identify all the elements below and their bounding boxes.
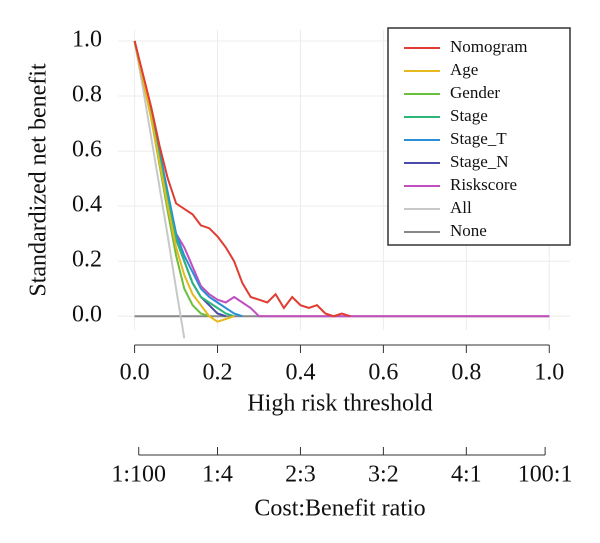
x-tick-label: 0.8 [451, 360, 481, 386]
x-tick-label: 0.0 [120, 360, 150, 386]
y-tick-label: 0.8 [72, 82, 102, 108]
x-tick-label: 0.2 [203, 360, 233, 386]
y-tick-label: 0.6 [72, 137, 102, 163]
series-line [133, 40, 235, 323]
y-axis-label: Standardized net benefit [26, 63, 52, 297]
legend-label: Gender [450, 83, 500, 102]
y-tick-label: 0.0 [72, 302, 102, 328]
series-line [133, 40, 351, 318]
x-tick-label: 0.4 [285, 360, 315, 386]
x2-tick-label: 100:1 [518, 462, 573, 488]
x-tick-label: 0.6 [368, 360, 398, 386]
x2-tick-label: 4:1 [451, 462, 482, 488]
legend-label: None [450, 221, 487, 240]
legend-label: Age [450, 60, 478, 79]
y-tick-label: 0.4 [72, 192, 102, 218]
legend-label: Stage_T [450, 129, 507, 148]
y-tick-label: 0.2 [72, 247, 102, 273]
x2-tick-label: 3:2 [368, 462, 399, 488]
x-axis-label: High risk threshold [247, 391, 432, 417]
legend: Nomogram Age Gender Stage Stage_T Stage_N Risk… [387, 27, 571, 246]
y-tick-label: 1.0 [72, 27, 102, 53]
legend-label: All [450, 198, 472, 217]
series-line [133, 40, 186, 339]
x2-axis-label: Cost:Benefit ratio [254, 496, 425, 522]
legend-label: Stage_N [450, 152, 509, 171]
legend-label: Stage [450, 106, 488, 125]
x2-tick-label: 1:4 [202, 462, 233, 488]
x2-tick-label: 1:100 [111, 462, 166, 488]
x2-tick-label: 2:3 [285, 462, 316, 488]
x-tick-label: 1.0 [534, 360, 564, 386]
legend-label: Riskscore [450, 175, 517, 194]
legend-label: Nomogram [450, 37, 527, 56]
